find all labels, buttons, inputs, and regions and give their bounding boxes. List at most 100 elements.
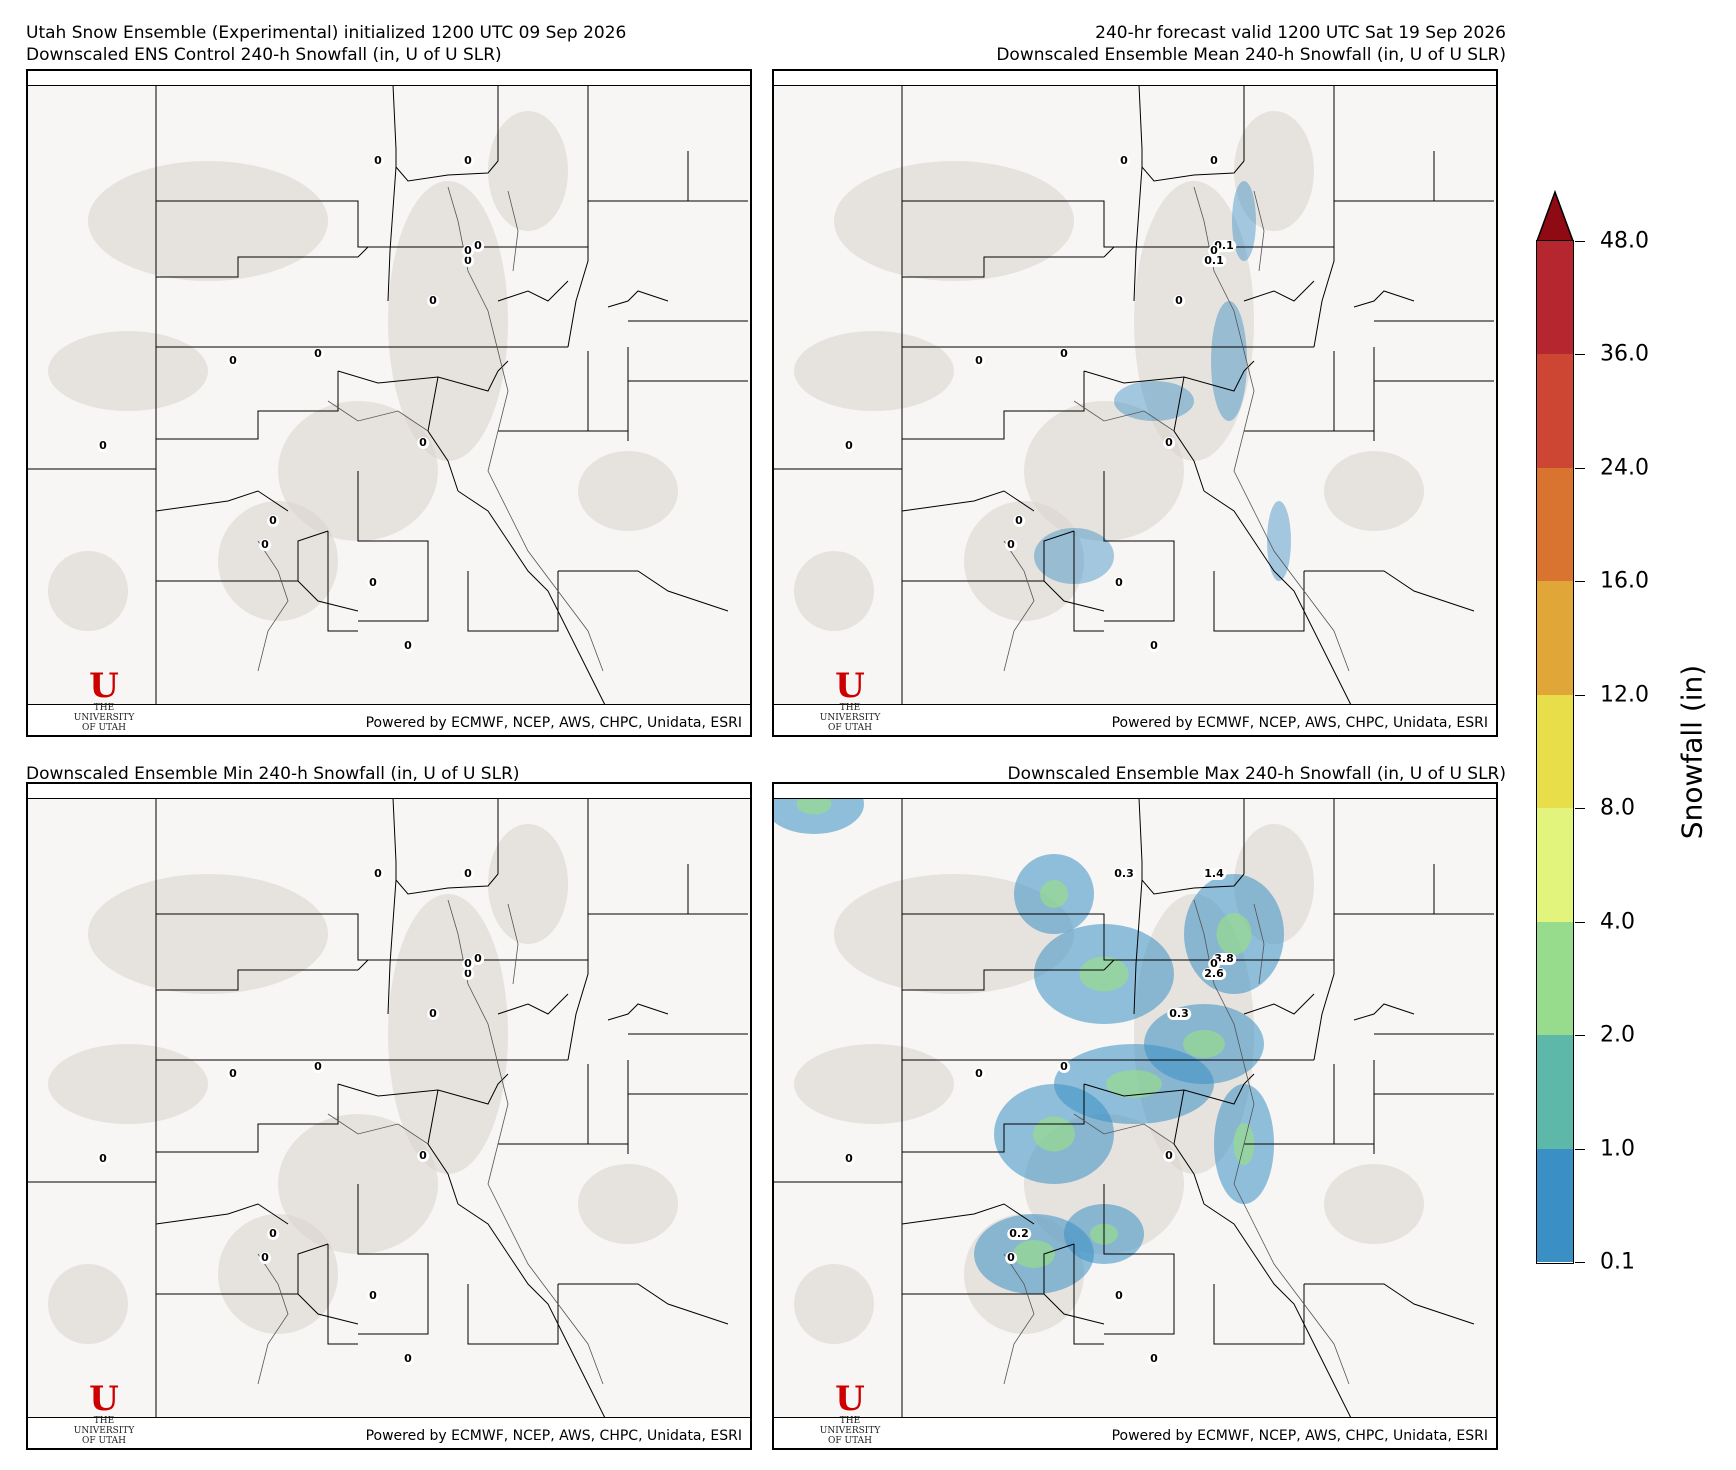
map-top-strip [28,784,750,799]
boundary-line [1173,1089,1205,1205]
colorbar-tick [1575,1148,1585,1150]
colorbar-tick [1575,354,1585,356]
boundary-line [337,360,509,392]
contour-label: 0 [472,239,484,252]
contour-label: 0 [462,957,474,970]
contour-label: 0 [417,436,429,449]
contour-label: 0 [312,347,324,360]
terrain-relief [794,551,874,631]
contour-label: 0 [973,1067,985,1080]
map-top-strip [774,71,1496,86]
terrain-relief [88,874,328,994]
boundary-line [902,580,1105,612]
contour-label: 0 [1208,957,1220,970]
boundary-line [558,570,729,612]
boundary-line [901,1203,1035,1225]
colorbar-segment [1537,354,1573,469]
map-top-strip [28,71,750,86]
colorbar-tick-label: 12.0 [1600,682,1649,708]
contour-label: 0 [1148,639,1160,652]
boundary-line [156,1084,339,1153]
snowfall-shading [1183,1030,1225,1058]
terrain-ridge [507,190,519,272]
min-panel-title: Downscaled Ensemble Min 240-h Snowfall (… [26,764,520,784]
colorbar-tick [1575,808,1585,810]
snowfall-shading [1033,1116,1075,1152]
university-of-utah-logo: U THE UNIVERSITY OF UTAH [819,666,881,733]
credit-text: Powered by ECMWF, NCEP, AWS, CHPC, Unida… [1111,715,1488,731]
map-top-strip [774,784,1496,799]
contour-label: 0 [267,1227,279,1240]
terrain-map [774,784,1494,1448]
contour-label: 0 [259,538,271,551]
terrain-ridge [447,186,604,672]
contour-label: 0 [462,244,474,257]
contour-label: 0 [267,514,279,527]
boundary-line [558,1283,729,1325]
contour-label: 0.3 [1112,867,1136,880]
boundary-line [1213,571,1305,632]
boundary-line [297,530,329,581]
terrain-relief [1324,1164,1424,1244]
terrain-relief [794,1264,874,1344]
boundary-line [1141,873,1245,895]
boundary-line [567,798,589,1061]
terrain-relief [578,451,678,531]
boundary-line [392,84,397,167]
contour-label: 0 [372,154,384,167]
colorbar-tick [1575,1262,1585,1263]
boundary-line [1043,1243,1075,1294]
contour-label: 0 [1005,1251,1017,1264]
contour-label: 0 [1118,154,1130,167]
boundary-line [156,1293,359,1325]
contour-label: 0 [462,254,474,267]
colorbar-tick-label: 16.0 [1600,568,1649,594]
terrain-relief [834,161,1074,281]
contour-label: 0.2 [1007,1227,1031,1240]
boundary-line [902,371,1085,440]
snowfall-shading [1079,956,1129,992]
credit-text: Powered by ECMWF, NCEP, AWS, CHPC, Unida… [1111,1428,1488,1444]
boundary-line [902,969,1104,991]
terrain-relief [488,111,568,231]
terrain-ridge [1193,186,1350,672]
terrain-relief [578,1164,678,1244]
contour-label: 0 [843,439,855,452]
boundary-line [395,160,499,182]
terrain-ridge [257,1253,289,1385]
terrain-ridge [1073,400,1175,432]
boundary-line [1133,166,1143,302]
contour-label: 0 [1208,244,1220,257]
contour-label: 0 [259,1251,271,1264]
terrain-relief [48,1264,128,1344]
contour-label: 0 [462,867,474,880]
terrain-relief [1324,451,1424,531]
snowfall-shading [1267,501,1291,581]
map-bottom-strip: Powered by ECMWF, NCEP, AWS, CHPC, Unida… [774,704,1496,735]
boundary-line [1138,797,1143,880]
colorbar-segment [1537,1035,1573,1150]
contour-label: 0 [1163,1149,1175,1162]
boundary-line [567,85,589,348]
contour-label: 0 [462,154,474,167]
contour-label: 0 [1208,154,1220,167]
terrain-relief [48,1044,208,1124]
colorbar-tick-label: 36.0 [1600,341,1649,367]
boundary-line [1304,570,1475,612]
snowfall-shading [1040,880,1068,908]
boundary-line [155,1203,289,1225]
boundary-line [1353,290,1415,308]
map-panel-min: Powered by ECMWF, NCEP, AWS, CHPC, Unida… [26,782,752,1450]
colorbar [1536,240,1574,1264]
boundary-line [156,371,339,440]
contour-label: 0 [1113,576,1125,589]
contour-label: 0.3 [1167,1007,1191,1020]
contour-label: 0 [973,354,985,367]
boundary-line [1173,376,1205,492]
boundary-line [902,1084,1085,1153]
colorbar-segment [1537,808,1573,923]
terrain-relief [1234,111,1314,231]
boundary-line [1213,1284,1305,1345]
terrain-map [28,797,748,1448]
map-panel-control: Powered by ECMWF, NCEP, AWS, CHPC, Unida… [26,69,752,737]
